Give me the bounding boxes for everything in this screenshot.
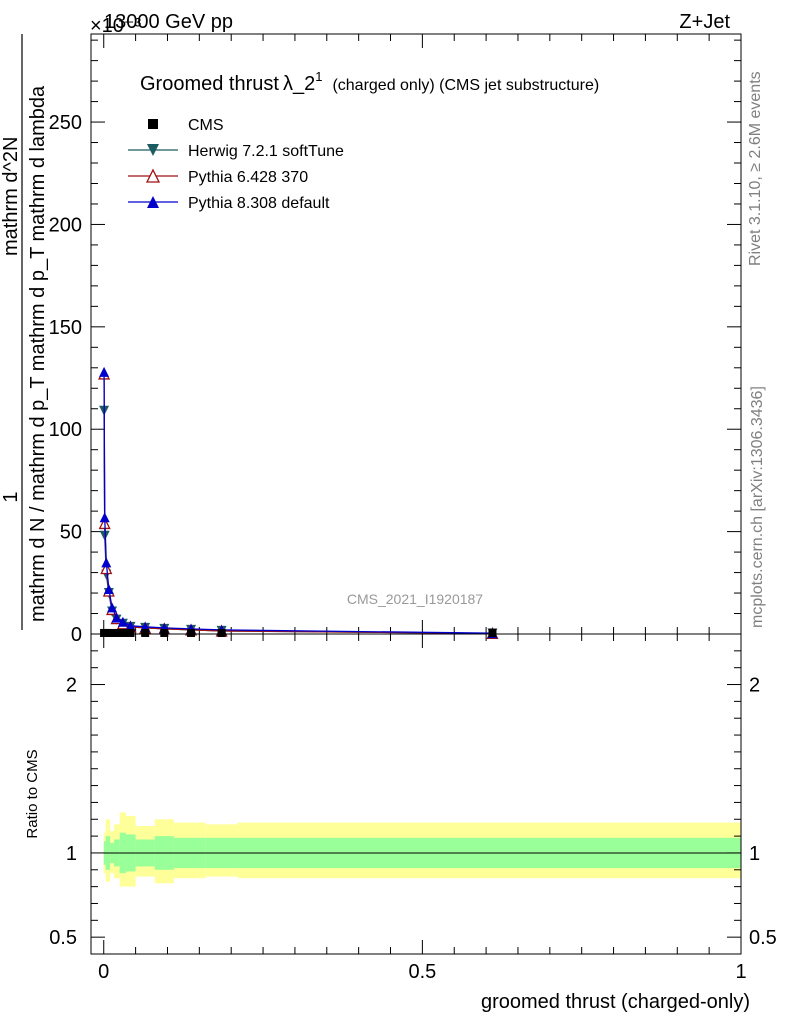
data-point (217, 628, 226, 637)
data-point (99, 366, 110, 377)
scale-exponent: ×10⁻³ (90, 15, 141, 37)
chart-title-sup: 1 (315, 69, 322, 84)
data-point (141, 628, 150, 637)
chart-title-symbol: λ_2 (283, 73, 315, 95)
legend-item: Herwig 7.2.1 softTune (128, 143, 344, 160)
rivet-label: Rivet 3.1.10, ≥ 2.6M events (747, 71, 764, 266)
chart-title-main: Groomed thrust (140, 73, 279, 95)
main-y-ticks: 0 50 100 150 200 250 (49, 39, 741, 646)
legend-label: Pythia 8.308 default (188, 195, 330, 212)
legend-marker (147, 196, 159, 208)
ratio-frame (90, 633, 742, 955)
data-point (488, 628, 497, 637)
data-point (112, 628, 121, 637)
ratio-panel: 0.5 0.51 12 2 0 0.5 1 Ratio to CMS groomed th… (24, 633, 777, 1013)
energy-label: 13000 GeV pp (104, 11, 233, 33)
x-axis-label: groomed thrust (charged-only) (481, 991, 750, 1013)
x-tick-label: 0.5 (408, 961, 436, 983)
main-y-tick-label: 0 (71, 624, 82, 646)
chart-title-note: (charged only) (CMS jet substructure) (332, 77, 599, 94)
ratio-y-tick-label-right: 0.5 (749, 927, 777, 949)
data-point (125, 620, 136, 631)
main-y-tick-label: 250 (49, 112, 82, 134)
legend-marker (148, 119, 158, 129)
ratio-ylabel: Ratio to CMS (24, 749, 41, 838)
data-point (126, 628, 135, 637)
main-y-tick-label: 150 (49, 317, 82, 339)
legend-item: Pythia 8.308 default (128, 195, 330, 212)
legend: CMS Herwig 7.2.1 softTune Pythia 6.428 370… (128, 117, 344, 212)
legend-marker (145, 168, 161, 183)
data-point (107, 602, 118, 613)
series-0 (100, 628, 497, 637)
data-point (187, 628, 196, 637)
ratio-y-tick-label-right: 1 (749, 843, 760, 865)
series-layer (98, 366, 499, 640)
main-y-tick-label: 100 (49, 419, 82, 441)
legend-label: CMS (188, 117, 224, 134)
legend-label: Pythia 6.428 370 (188, 169, 308, 186)
ratio-y-tick-label: 1 (66, 843, 77, 865)
main-y-tick-label: 200 (49, 214, 82, 236)
ylabel-one: 1 (0, 491, 22, 502)
ratio-y-tick-label-right: 2 (749, 675, 760, 697)
legend-marker (147, 144, 159, 156)
ylabel-numerator: mathrm d^2N (0, 137, 22, 256)
legend-item: CMS (148, 117, 224, 134)
ratio-y-tick-label: 0.5 (49, 927, 77, 949)
ylabel-denominator: mathrm d N / mathrm d p_T mathrm d p_T m… (27, 85, 49, 622)
ratio-x-ticks: 0 0.5 1 (98, 634, 747, 983)
data-point (160, 628, 169, 637)
chart-title: Groomed thrust λ_21 (charged only) (CMS je… (140, 69, 599, 95)
legend-label: Herwig 7.2.1 softTune (188, 143, 344, 160)
x-tick-label: 0 (98, 961, 109, 983)
legend-item: Pythia 6.428 370 (128, 168, 308, 186)
ratio-y-tick-label: 2 (66, 675, 77, 697)
data-point (101, 557, 112, 568)
main-panel: 0 50 100 150 200 250 CMS_2021_I1920187 Groome… (49, 33, 742, 646)
mcplots-label: mcplots.cern.ch [arXiv:1306.3436] (749, 386, 766, 628)
data-point (117, 616, 128, 627)
data-point (99, 512, 110, 523)
ratio-y-ticks: 0.5 0.5 1 1 2 2 (49, 650, 777, 949)
main-y-tick-label: 50 (60, 522, 82, 544)
data-point (108, 628, 117, 637)
data-point (111, 612, 122, 623)
analysis-label: CMS_2021_I1920187 (347, 591, 483, 607)
data-point (103, 583, 114, 594)
x-tick-label: 1 (735, 961, 746, 983)
data-point (118, 628, 127, 637)
ratio-bands (103, 812, 741, 887)
process-label: Z+Jet (679, 11, 730, 33)
